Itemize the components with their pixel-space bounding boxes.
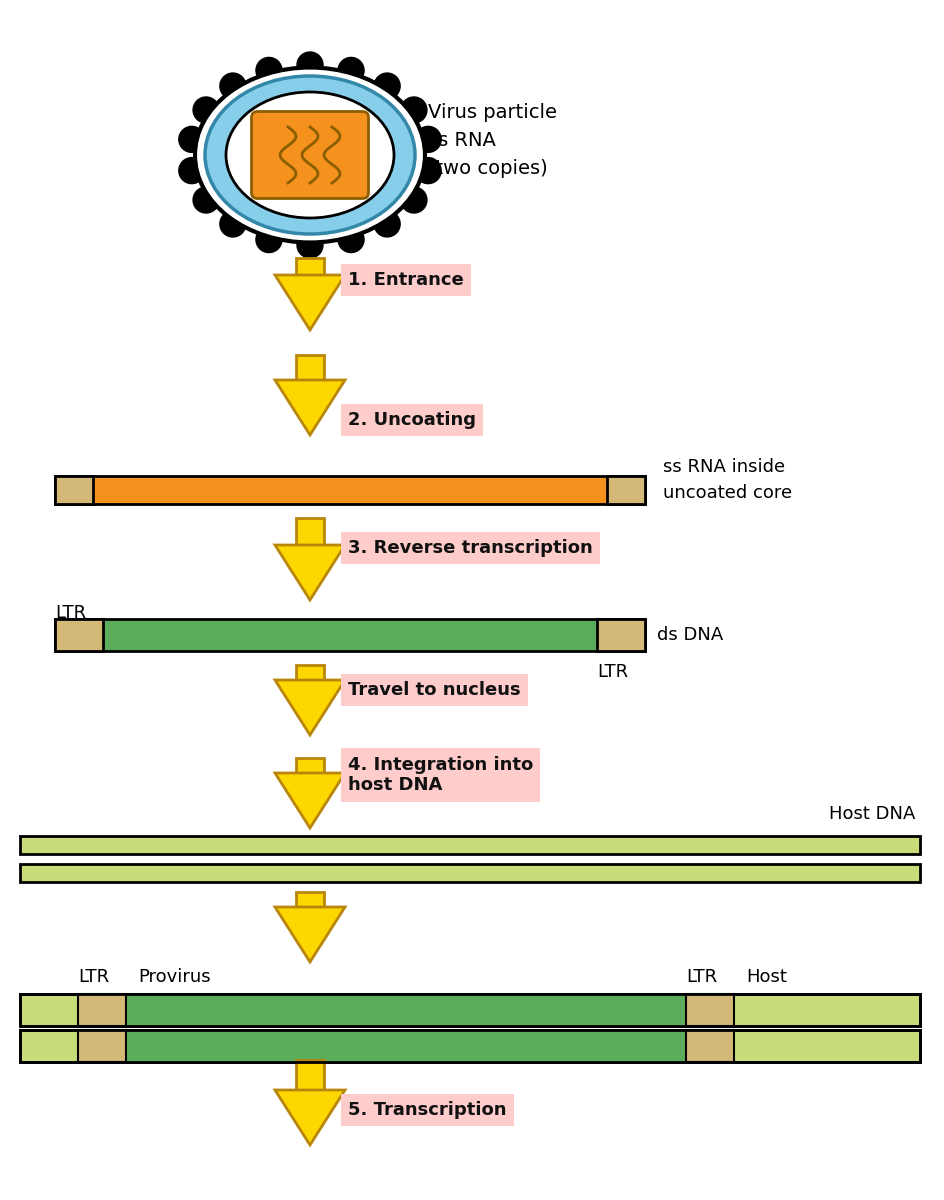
Text: Travel to nucleus: Travel to nucleus — [347, 680, 520, 698]
Bar — [20, 864, 919, 882]
Circle shape — [374, 73, 399, 100]
Circle shape — [338, 58, 363, 84]
Bar — [295, 758, 324, 773]
Circle shape — [296, 52, 323, 78]
Bar — [295, 892, 324, 907]
Polygon shape — [275, 1090, 345, 1145]
Bar — [295, 258, 324, 275]
Bar — [55, 476, 93, 504]
Bar — [597, 619, 645, 650]
Circle shape — [220, 211, 245, 236]
Bar — [295, 355, 324, 380]
Circle shape — [338, 227, 363, 252]
Bar — [55, 619, 103, 650]
Bar — [20, 994, 919, 1026]
Circle shape — [400, 187, 427, 214]
Polygon shape — [275, 907, 345, 962]
Text: Host: Host — [745, 968, 786, 986]
Bar — [20, 836, 919, 854]
Ellipse shape — [205, 76, 414, 234]
Bar — [55, 476, 645, 504]
Bar — [20, 1030, 919, 1062]
Bar — [126, 994, 685, 1026]
Polygon shape — [275, 380, 345, 434]
Bar — [685, 1030, 733, 1062]
Text: LTR: LTR — [55, 604, 86, 622]
Circle shape — [178, 126, 205, 152]
Bar — [20, 994, 919, 1026]
Circle shape — [220, 73, 245, 100]
Circle shape — [193, 187, 219, 214]
Bar — [126, 1030, 685, 1062]
Circle shape — [400, 97, 427, 122]
Ellipse shape — [194, 67, 425, 242]
Text: LTR: LTR — [685, 968, 716, 986]
Circle shape — [256, 227, 281, 252]
Text: LTR: LTR — [78, 968, 109, 986]
Text: ss RNA inside
uncoated core: ss RNA inside uncoated core — [663, 458, 791, 502]
Circle shape — [193, 97, 219, 122]
Text: Provirus: Provirus — [138, 968, 211, 986]
Text: 1. Entrance: 1. Entrance — [347, 271, 464, 289]
Text: LTR: LTR — [597, 662, 628, 680]
FancyBboxPatch shape — [251, 112, 368, 198]
Circle shape — [414, 126, 441, 152]
Polygon shape — [275, 545, 345, 600]
Text: 3. Reverse transcription: 3. Reverse transcription — [347, 539, 592, 557]
Text: ds DNA: ds DNA — [656, 626, 722, 644]
Text: 2. Uncoating: 2. Uncoating — [347, 410, 476, 428]
Circle shape — [296, 232, 323, 258]
Circle shape — [178, 157, 205, 184]
Polygon shape — [275, 773, 345, 828]
Circle shape — [374, 211, 399, 236]
Bar — [295, 1060, 324, 1090]
Polygon shape — [275, 680, 345, 734]
Circle shape — [256, 58, 281, 84]
Text: 5. Transcription: 5. Transcription — [347, 1102, 506, 1118]
Bar — [78, 994, 126, 1026]
Bar — [78, 1030, 126, 1062]
Text: Host DNA: Host DNA — [828, 805, 914, 823]
Circle shape — [414, 157, 441, 184]
Ellipse shape — [226, 92, 394, 218]
Bar — [295, 665, 324, 680]
Text: Virus particle
ss RNA
(two copies): Virus particle ss RNA (two copies) — [428, 102, 556, 178]
Text: 4. Integration into
host DNA: 4. Integration into host DNA — [347, 756, 532, 794]
Bar — [55, 619, 645, 650]
Polygon shape — [275, 275, 345, 330]
Bar — [295, 518, 324, 545]
Bar — [606, 476, 645, 504]
Bar — [20, 1030, 919, 1062]
Bar — [685, 994, 733, 1026]
